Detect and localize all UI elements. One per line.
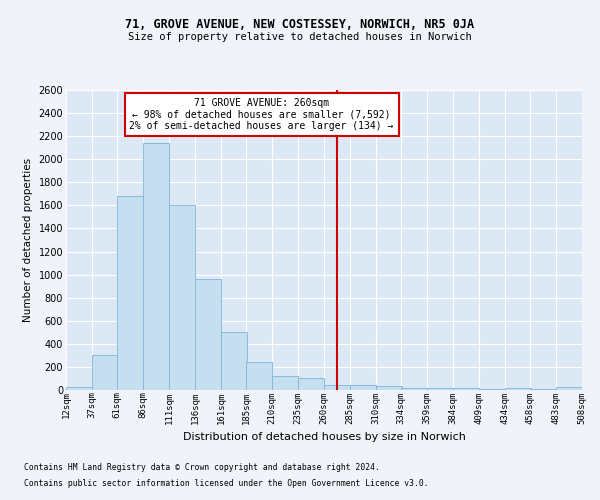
Text: 71, GROVE AVENUE, NEW COSTESSEY, NORWICH, NR5 0JA: 71, GROVE AVENUE, NEW COSTESSEY, NORWICH… <box>125 18 475 30</box>
Text: Contains HM Land Registry data © Crown copyright and database right 2024.: Contains HM Land Registry data © Crown c… <box>24 464 380 472</box>
Bar <box>117 196 143 390</box>
Bar <box>169 206 195 390</box>
Bar <box>427 388 453 390</box>
Bar <box>556 387 582 390</box>
Bar <box>272 376 298 390</box>
Y-axis label: Number of detached properties: Number of detached properties <box>23 158 33 322</box>
Bar <box>298 378 324 390</box>
Bar <box>221 332 247 390</box>
Bar <box>453 388 479 390</box>
Bar <box>66 387 92 390</box>
Bar <box>143 143 169 390</box>
Bar <box>246 362 272 390</box>
Text: 71 GROVE AVENUE: 260sqm
← 98% of detached houses are smaller (7,592)
2% of semi-: 71 GROVE AVENUE: 260sqm ← 98% of detache… <box>130 98 394 132</box>
Text: Contains public sector information licensed under the Open Government Licence v3: Contains public sector information licen… <box>24 478 428 488</box>
Text: Size of property relative to detached houses in Norwich: Size of property relative to detached ho… <box>128 32 472 42</box>
Bar <box>401 388 427 390</box>
Bar <box>92 356 118 390</box>
Bar <box>195 279 221 390</box>
X-axis label: Distribution of detached houses by size in Norwich: Distribution of detached houses by size … <box>182 432 466 442</box>
Bar <box>350 385 376 390</box>
Bar <box>505 388 531 390</box>
Bar <box>376 386 402 390</box>
Bar <box>324 385 350 390</box>
